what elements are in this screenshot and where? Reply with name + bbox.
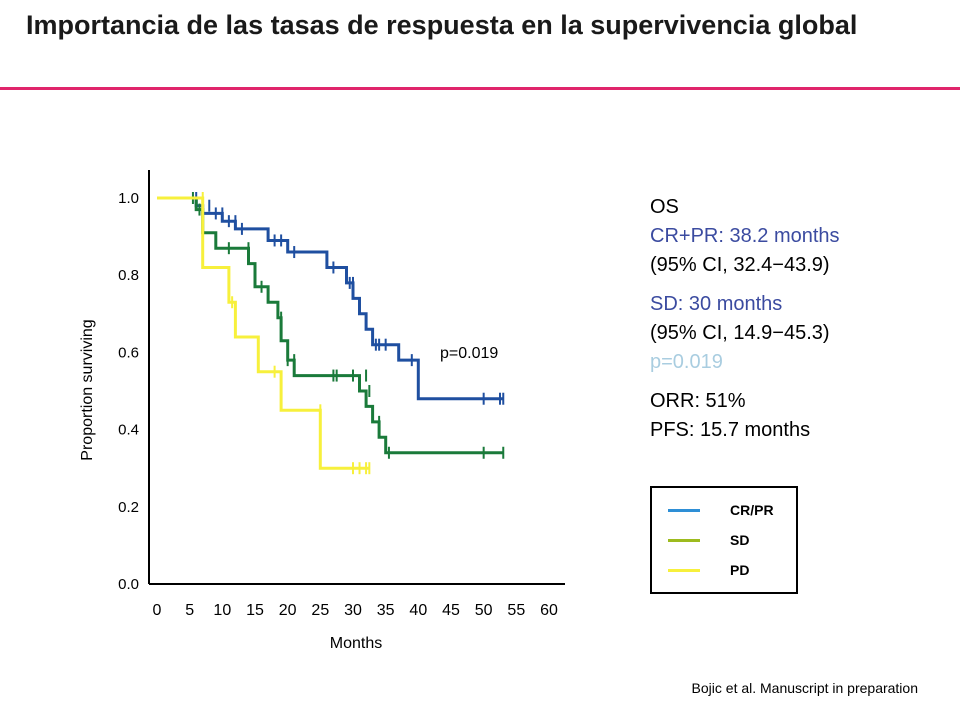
legend-label-sd: SD	[730, 532, 749, 548]
stats-p-value: p=0.019	[650, 348, 950, 377]
x-tick-label: 10	[213, 602, 231, 619]
os-label: OS	[650, 193, 950, 222]
survival-chart: 0 5 10 15 20 25 30 35 40 45 50 55 60 1.0 0.8 0.6 0.4 0.2 0…	[0, 0, 600, 690]
y-tick-label: 0.0	[118, 576, 139, 593]
crpr-os-median: CR+PR: 38.2 months	[650, 222, 950, 251]
x-tick-label: 45	[442, 602, 460, 619]
y-tick-label: 0.6	[118, 344, 139, 361]
legend-swatch-pd	[668, 569, 700, 572]
x-tick-label: 15	[246, 602, 264, 619]
stats-response-group: ORR: 51% PFS: 15.7 months	[650, 387, 950, 445]
chart-series	[157, 192, 503, 474]
x-tick-label: 55	[507, 602, 525, 619]
crpr-os-ci: (95% CI, 32.4−43.9)	[650, 251, 950, 280]
y-tick-label: 1.0	[118, 190, 139, 207]
legend-swatch-crpr	[668, 509, 700, 512]
x-tick-label: 35	[377, 602, 395, 619]
stats-panel: OS CR+PR: 38.2 months (95% CI, 32.4−43.9…	[650, 193, 950, 455]
km-curve-sd	[157, 198, 503, 453]
y-axis-label: Proportion surviving	[79, 319, 96, 460]
x-axis-label: Months	[330, 635, 382, 652]
pfs-value: PFS: 15.7 months	[650, 416, 950, 445]
y-tick-label: 0.2	[118, 499, 139, 516]
legend-item-crpr: CR/PR	[668, 500, 774, 520]
stats-os-group: OS CR+PR: 38.2 months (95% CI, 32.4−43.9…	[650, 193, 950, 280]
x-tick-label: 0	[153, 602, 162, 619]
legend-item-sd: SD	[668, 530, 749, 550]
x-tick-label: 25	[311, 602, 329, 619]
legend-label-crpr: CR/PR	[730, 502, 774, 518]
sd-os-median: SD: 30 months	[650, 290, 950, 319]
km-curve-pd	[157, 198, 369, 468]
km-curve-cr-pr	[157, 198, 503, 399]
chart-legend: CR/PR SD PD	[650, 486, 798, 594]
legend-label-pd: PD	[730, 562, 749, 578]
p-value-annotation: p=0.019	[440, 345, 498, 362]
y-tick-label: 0.4	[118, 422, 139, 439]
y-tick-label: 0.8	[118, 267, 139, 284]
legend-swatch-sd	[668, 539, 700, 542]
chart-tick-labels: 0 5 10 15 20 25 30 35 40 45 50 55 60 1.0 0.8 0.6 0.4 0.2 0…	[118, 190, 558, 619]
x-tick-label: 40	[409, 602, 427, 619]
x-tick-label: 60	[540, 602, 558, 619]
x-tick-label: 5	[185, 602, 194, 619]
citation-footnote: Bojic et al. Manuscript in preparation	[692, 680, 918, 696]
sd-os-ci: (95% CI, 14.9−45.3)	[650, 319, 950, 348]
x-tick-label: 20	[279, 602, 297, 619]
stats-sd-group: SD: 30 months (95% CI, 14.9−45.3) p=0.01…	[650, 290, 950, 377]
legend-item-pd: PD	[668, 560, 749, 580]
x-tick-label: 30	[344, 602, 362, 619]
orr-value: ORR: 51%	[650, 387, 950, 416]
x-tick-label: 50	[475, 602, 493, 619]
